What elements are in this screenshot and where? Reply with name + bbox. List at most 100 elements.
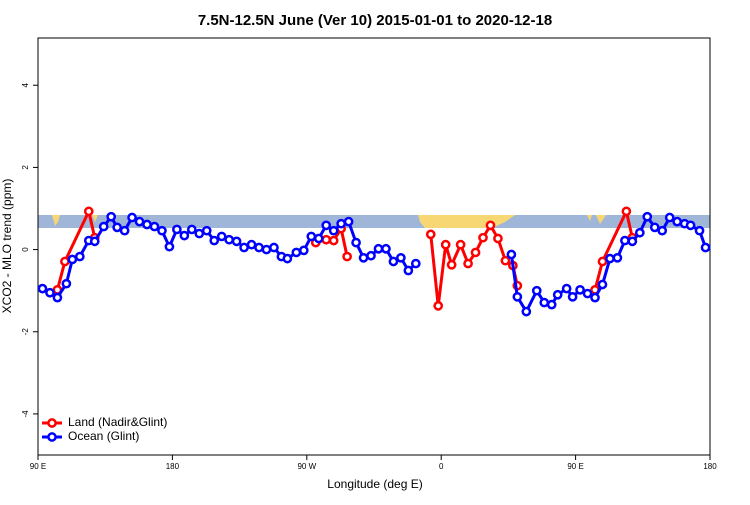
data-point <box>61 278 72 289</box>
x-tick-label: 90 E <box>30 462 46 471</box>
data-point <box>575 284 585 295</box>
data-point <box>621 206 632 217</box>
data-point <box>112 222 122 233</box>
data-point <box>224 234 234 245</box>
data-point <box>134 216 145 227</box>
data-point <box>142 219 152 230</box>
x-tick-label: 0 <box>439 462 444 471</box>
data-point <box>239 242 249 253</box>
legend-swatch-point <box>47 418 57 428</box>
data-point <box>597 256 608 267</box>
data-point <box>700 242 711 253</box>
data-point <box>620 235 630 246</box>
data-point <box>539 297 550 308</box>
data-point <box>127 212 137 223</box>
data-point <box>493 233 503 244</box>
data-point <box>157 225 167 236</box>
data-point <box>282 253 293 264</box>
data-point <box>313 233 324 244</box>
series <box>37 211 711 317</box>
data-point <box>664 212 675 223</box>
legend-label: Ocean (Glint) <box>68 429 139 443</box>
ocean-strip <box>38 215 710 228</box>
data-point <box>67 254 78 265</box>
data-point <box>561 283 572 294</box>
land-shape <box>92 215 98 222</box>
data-point <box>433 301 444 311</box>
data-point <box>201 225 212 236</box>
data-point <box>552 289 563 300</box>
data-point <box>52 292 63 303</box>
data-point <box>246 239 257 250</box>
data-point <box>261 244 272 255</box>
data-point <box>328 235 339 246</box>
data-point <box>306 231 317 242</box>
data-point <box>506 249 517 260</box>
data-point <box>531 285 542 296</box>
data-point <box>37 283 48 294</box>
data-point <box>328 225 339 236</box>
legend-label: Land (Nadir&Glint) <box>68 415 167 429</box>
x-tick-label: 180 <box>703 462 717 471</box>
data-point <box>254 242 264 253</box>
data-point <box>209 235 220 246</box>
data-point <box>470 247 481 258</box>
data-point <box>149 221 160 232</box>
data-point <box>45 287 55 298</box>
x-tick-label: 180 <box>166 462 180 471</box>
legend: Land (Nadir&Glint)Ocean (Glint) <box>42 415 167 443</box>
data-point <box>672 216 682 227</box>
data-point <box>342 251 352 262</box>
data-point <box>463 258 473 269</box>
data-point <box>74 251 85 262</box>
x-axis-label: Longitude (deg E) <box>327 477 422 491</box>
x-tick-label: 90 W <box>297 462 316 471</box>
data-point <box>410 258 421 269</box>
data-point <box>172 224 182 235</box>
x-tick-label: 90 E <box>567 462 583 471</box>
data-point <box>521 306 532 317</box>
data-point <box>440 239 451 250</box>
data-point <box>634 227 645 238</box>
data-point <box>336 218 346 229</box>
data-point <box>83 206 94 217</box>
data-point <box>455 239 466 250</box>
data-point <box>612 252 623 263</box>
data-point <box>119 225 130 236</box>
data-point <box>605 253 615 264</box>
data-point <box>216 231 227 242</box>
land-shape <box>587 215 606 224</box>
data-point <box>381 243 391 254</box>
data-point <box>269 242 279 253</box>
series <box>52 206 638 311</box>
data-point <box>164 241 175 252</box>
data-point <box>485 220 496 231</box>
data-point <box>291 247 302 258</box>
data-point <box>590 292 600 303</box>
y-axis-label: XCO2 - MLO trend (ppm) <box>0 179 14 314</box>
data-point <box>106 211 117 222</box>
data-point <box>194 228 205 239</box>
data-point <box>546 299 557 310</box>
data-point <box>358 252 369 263</box>
data-point <box>567 291 578 302</box>
data-point <box>351 237 361 248</box>
y-tick-label: 2 <box>21 165 30 170</box>
y-tick-label: -2 <box>21 328 30 336</box>
y-tick-label: -4 <box>21 410 30 418</box>
chart-title: 7.5N-12.5N June (Ver 10) 2015-01-01 to 2… <box>198 12 552 29</box>
data-point <box>321 220 332 231</box>
data-point <box>321 234 332 245</box>
legend-swatch-point <box>47 432 57 442</box>
data-point <box>366 250 376 261</box>
data-point <box>512 291 523 302</box>
data-point <box>388 256 399 267</box>
data-point <box>396 252 406 263</box>
data-point <box>597 279 608 290</box>
data-point <box>582 288 593 299</box>
data-point <box>343 216 354 227</box>
y-tick-label: 4 <box>21 82 30 87</box>
y-tick-label: 0 <box>21 247 30 252</box>
data-point <box>89 236 100 247</box>
